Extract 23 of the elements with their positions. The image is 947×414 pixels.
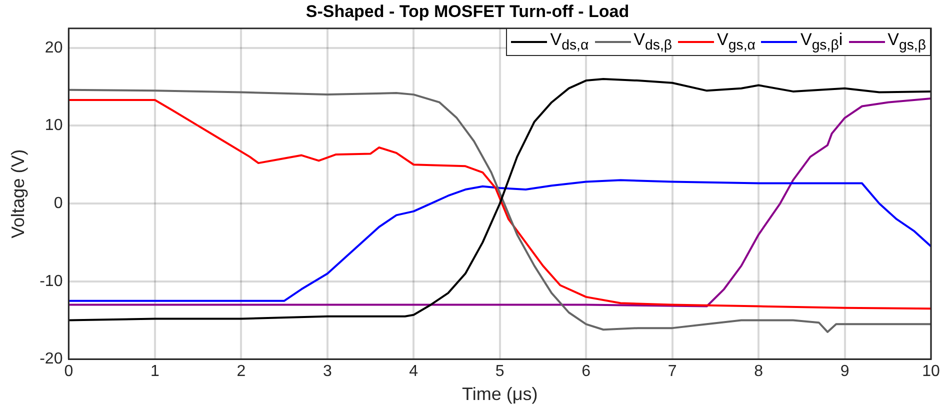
y-tick-label: -20: [40, 350, 63, 368]
x-tick-label: 3: [322, 363, 332, 380]
legend-label: V$_{gs,β}$: [888, 30, 926, 54]
y-axis-title: Voltage (V): [8, 149, 28, 238]
x-tick-label: 10: [922, 363, 940, 380]
legend-label: V$_{gs,β}$i: [800, 30, 843, 54]
x-axis-title: Time (μs): [462, 384, 538, 404]
y-tick-label: 10: [44, 117, 63, 134]
x-tick-label: 8: [754, 363, 764, 380]
x-tick-label: 9: [840, 363, 850, 380]
legend-label: V$_{gs,α}$: [717, 30, 756, 54]
chart-title: S-Shaped - Top MOSFET Turn-off - Load: [306, 2, 630, 21]
legend-label: V$_{ds,α}$: [550, 30, 589, 54]
y-tick-label: 0: [54, 194, 63, 212]
legend-label: V$_{ds,β}$: [634, 30, 672, 54]
y-tick-label: -10: [40, 272, 63, 290]
x-tick-label: 2: [236, 363, 246, 380]
x-tick-label: 5: [495, 363, 504, 380]
x-tick-label: 4: [409, 363, 418, 380]
y-tick-label: 20: [44, 39, 63, 56]
x-tick-label: 7: [668, 363, 677, 380]
x-tick-label: 6: [582, 363, 591, 380]
x-tick-label: 1: [150, 363, 160, 380]
